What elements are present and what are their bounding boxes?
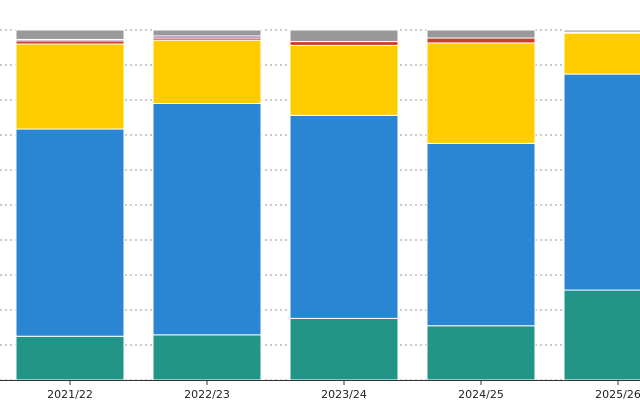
bar-segment[interactable] [152, 29, 262, 37]
bar-segment[interactable] [563, 32, 640, 75]
bar-segment[interactable] [426, 29, 536, 39]
bar-segment[interactable] [426, 142, 536, 327]
bar-segment[interactable] [289, 41, 399, 46]
bar-segment[interactable] [289, 44, 399, 116]
x-tick-label: 2023/24 [321, 388, 367, 400]
bar-segment[interactable] [289, 29, 399, 43]
bar-segment[interactable] [563, 289, 640, 381]
bar-segment[interactable] [15, 29, 125, 40]
x-tick-label: 2025/26 [595, 388, 640, 400]
bar-stack[interactable] [152, 29, 262, 381]
bar-stack[interactable] [289, 29, 399, 381]
bar-segment[interactable] [15, 43, 125, 130]
bar-segment[interactable] [15, 128, 125, 337]
bar-segment[interactable] [426, 42, 536, 144]
bar-segment[interactable] [152, 334, 262, 381]
x-axis-ticks: 2021/22 2022/23 2023/24 2024/25 2025/26 [47, 380, 640, 400]
bar-stack[interactable] [563, 29, 640, 381]
bars [15, 29, 640, 381]
bar-segment[interactable] [426, 325, 536, 381]
bar-stack[interactable] [15, 29, 125, 381]
bar-segment[interactable] [15, 335, 125, 381]
x-tick-label: 2024/25 [458, 388, 504, 400]
bar-segment[interactable] [563, 73, 640, 291]
bar-segment[interactable] [152, 103, 262, 336]
bar-segment[interactable] [289, 317, 399, 381]
x-tick-label: 2021/22 [47, 388, 93, 400]
bar-segment[interactable] [152, 39, 262, 104]
x-tick-label: 2022/23 [184, 388, 230, 400]
bar-segment[interactable] [563, 29, 640, 33]
bar-segment[interactable] [426, 37, 536, 44]
bar-stack[interactable] [426, 29, 536, 381]
bar-segment[interactable] [289, 114, 399, 319]
